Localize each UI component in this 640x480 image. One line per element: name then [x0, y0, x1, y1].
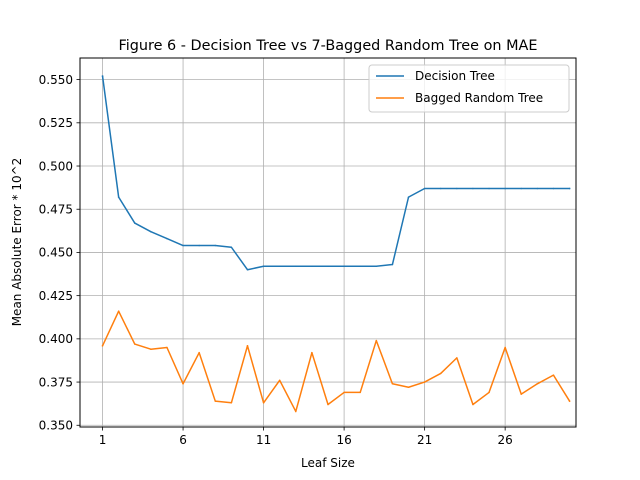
data-point-decision-tree [407, 196, 410, 198]
data-point-decision-tree [262, 265, 265, 268]
data-point-bagged-random-tree [295, 410, 297, 413]
y-tick-label: 0.450 [39, 246, 73, 260]
x-tick-label: 11 [256, 433, 271, 447]
data-point-bagged-random-tree [407, 386, 410, 388]
data-point-bagged-random-tree [101, 345, 104, 347]
data-point-decision-tree [101, 75, 104, 77]
data-point-bagged-random-tree [504, 346, 506, 349]
data-point-decision-tree [166, 237, 168, 240]
data-point-decision-tree [439, 187, 442, 190]
y-axis-label: Mean Absolute Error * 10^2 [10, 158, 24, 327]
data-point-bagged-random-tree [568, 400, 571, 402]
data-point-decision-tree [520, 187, 522, 190]
data-point-bagged-random-tree [134, 343, 136, 345]
data-point-decision-tree [278, 265, 281, 268]
data-point-decision-tree [359, 265, 361, 268]
x-tick-label: 16 [336, 433, 351, 447]
data-point-bagged-random-tree [327, 403, 329, 406]
x-tick-label: 6 [179, 433, 187, 447]
series-line-decision-tree [101, 75, 571, 271]
data-point-decision-tree [375, 265, 378, 268]
data-point-bagged-random-tree [520, 393, 522, 395]
data-point-decision-tree [536, 187, 539, 190]
x-tick-label: 21 [417, 433, 432, 447]
x-axis-label: Leaf Size [301, 456, 355, 470]
data-point-decision-tree [472, 187, 474, 190]
data-point-bagged-random-tree [278, 379, 281, 382]
data-point-bagged-random-tree [246, 345, 249, 347]
legend-label-bagged-random-tree: Bagged Random Tree [415, 91, 543, 105]
data-point-bagged-random-tree [150, 348, 152, 350]
y-tick-label: 0.525 [39, 116, 73, 130]
x-tick-label: 26 [498, 433, 513, 447]
data-point-bagged-random-tree [375, 339, 378, 342]
data-point-bagged-random-tree [359, 391, 361, 394]
data-point-decision-tree [552, 187, 555, 190]
y-tick-label: 0.400 [39, 332, 73, 346]
data-point-bagged-random-tree [536, 383, 539, 385]
data-point-bagged-random-tree [262, 402, 265, 404]
data-point-bagged-random-tree [214, 400, 217, 402]
data-point-decision-tree [327, 265, 329, 268]
data-point-decision-tree [391, 263, 394, 266]
data-point-bagged-random-tree [311, 351, 313, 354]
data-point-decision-tree [568, 187, 571, 190]
legend: Decision Tree Bagged Random Tree [368, 64, 570, 113]
data-point-bagged-random-tree [230, 402, 233, 404]
data-point-decision-tree [343, 265, 345, 268]
data-point-decision-tree [246, 268, 249, 271]
data-point-bagged-random-tree [439, 372, 442, 375]
data-point-decision-tree [117, 196, 120, 198]
data-point-decision-tree [311, 265, 313, 268]
y-tick-label: 0.550 [39, 73, 73, 87]
legend-label-decision-tree: Decision Tree [415, 69, 495, 83]
data-point-bagged-random-tree [456, 357, 458, 359]
chart-title: Figure 6 - Decision Tree vs 7-Bagged Ran… [119, 38, 538, 54]
y-tick-label: 0.475 [39, 203, 73, 217]
data-point-decision-tree [488, 187, 490, 190]
legend-box [368, 64, 570, 113]
data-point-decision-tree [295, 265, 297, 268]
data-point-decision-tree [214, 244, 217, 247]
y-tick-label: 0.425 [39, 289, 73, 303]
data-point-bagged-random-tree [391, 383, 394, 385]
data-point-decision-tree [230, 246, 233, 249]
x-tick-label: 1 [99, 433, 107, 447]
data-point-bagged-random-tree [472, 403, 474, 406]
data-point-bagged-random-tree [182, 383, 184, 385]
data-point-decision-tree [198, 244, 200, 247]
y-axis-ticks: 0.350 0.375 0.400 0.425 0.450 0.475 0.500 0.525… [39, 73, 80, 433]
data-point-decision-tree [134, 222, 136, 224]
data-point-decision-tree [182, 244, 184, 247]
y-tick-label: 0.375 [39, 375, 73, 389]
x-axis-ticks: 1 6 11 16 21 26 [99, 427, 513, 447]
series-lines [101, 75, 571, 413]
grid [80, 58, 576, 427]
y-tick-label: 0.500 [39, 159, 73, 173]
data-point-decision-tree [150, 230, 152, 233]
data-point-bagged-random-tree [166, 346, 168, 349]
data-point-bagged-random-tree [117, 310, 120, 312]
data-point-decision-tree [423, 187, 426, 190]
data-point-bagged-random-tree [343, 391, 345, 394]
data-point-bagged-random-tree [423, 381, 426, 383]
plot-frame [79, 57, 577, 428]
data-point-bagged-random-tree [198, 351, 200, 354]
y-tick-label: 0.350 [39, 419, 73, 433]
data-point-bagged-random-tree [488, 391, 490, 394]
series-line-bagged-random-tree [101, 310, 571, 413]
data-point-bagged-random-tree [552, 374, 555, 376]
data-point-decision-tree [504, 187, 506, 190]
data-point-decision-tree [456, 187, 458, 190]
